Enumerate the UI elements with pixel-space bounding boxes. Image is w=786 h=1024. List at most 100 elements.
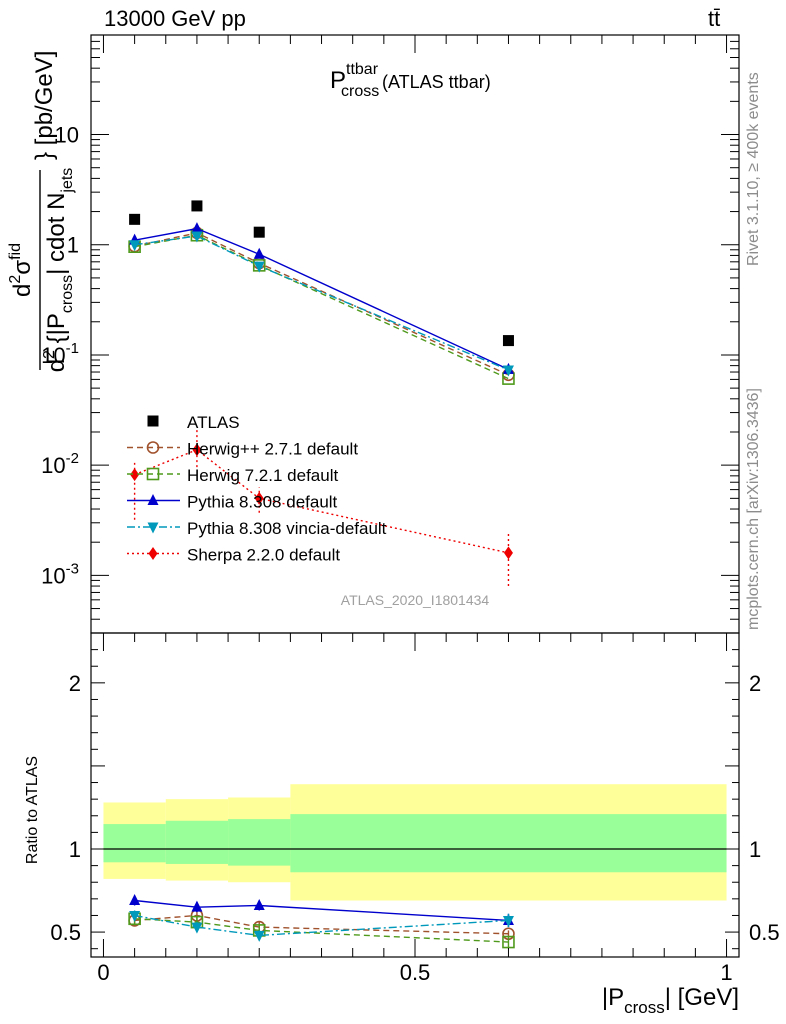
ratio-y-tick-label: 1	[69, 837, 81, 862]
y-label-denominator: d2 {|Pcross| cdot Njets	[41, 168, 76, 373]
y-label-part: d	[43, 359, 70, 372]
legend-label: Pythia 8.308 default	[187, 493, 338, 512]
ratio-data-point	[253, 898, 265, 910]
main-series-line	[134, 235, 509, 371]
ratio-y-tick-label: 0.5	[50, 920, 81, 945]
legend-marker	[146, 467, 160, 481]
legend-marker	[148, 547, 158, 560]
legend-marker	[147, 415, 159, 427]
ratio-y-tick-label: 2	[749, 671, 761, 696]
ratio-series-3	[129, 910, 514, 942]
main-series-line	[134, 234, 509, 380]
ratio-y-tick-label: 0.5	[749, 920, 780, 945]
ratio-y-axis: 0.5 0.5 1 1 2 2 Ratio to ATLAS	[24, 632, 780, 950]
main-series-1	[128, 226, 515, 382]
main-data-point	[191, 200, 203, 212]
main-data-point	[129, 213, 141, 225]
y-label-part: | cdot N	[43, 193, 70, 275]
tick-base: 1	[67, 233, 79, 258]
ratio-data-point	[502, 935, 515, 949]
ratio-data-point	[253, 930, 265, 942]
tick-base: 10	[41, 453, 65, 478]
energy-label: 13000 GeV pp	[104, 6, 246, 31]
main-series-2	[128, 228, 515, 385]
ratio-series-line	[134, 899, 509, 922]
uncertainty-band-inner	[103, 824, 166, 863]
legend-label: Herwig 7.2.1 default	[187, 466, 338, 485]
uncertainty-band-inner	[290, 814, 727, 873]
tick-base: 10	[41, 343, 65, 368]
ratio-series-line	[134, 914, 509, 935]
title-superscript: ttbar	[346, 61, 379, 78]
ratio-y-tick-label: 1	[749, 837, 761, 862]
chart-title: Pttbar	[330, 61, 379, 94]
y-label-part: } [pb/GeV]	[31, 51, 58, 160]
main-data-point	[191, 222, 203, 234]
process-label: tt̄	[708, 6, 721, 31]
y-label-part: d	[9, 284, 36, 297]
ratio-data-point	[129, 894, 141, 906]
y-label-unit: } [pb/GeV]	[31, 51, 58, 160]
main-series-line	[134, 232, 509, 376]
y-label-part: {|P	[43, 313, 70, 350]
tick-exponent: -2	[66, 450, 79, 467]
main-series-line	[134, 448, 509, 554]
main-y-tick-label: 1	[67, 233, 79, 258]
ratio-panel	[103, 784, 727, 949]
x-axis: 0 0.5 1|Pcross| [GeV]	[97, 35, 739, 1017]
main-y-tick-label: 10	[55, 123, 79, 148]
legend-marker	[147, 522, 159, 534]
title-rest: (ATLAS ttbar)	[382, 72, 491, 92]
main-series-4	[129, 231, 514, 377]
y-label-superscript: fid	[7, 243, 24, 260]
title-part: P	[330, 67, 346, 94]
main-data-point	[502, 335, 514, 347]
main-frame	[90, 34, 740, 634]
main-data-point	[129, 240, 141, 252]
x-label-part: | [GeV]	[665, 984, 739, 1011]
legend-label: Sherpa 2.2.0 default	[187, 546, 340, 565]
x-tick-label: 0.5	[400, 960, 431, 985]
legend-marker	[146, 441, 160, 454]
analysis-watermark: ATLAS_2020_I1801434	[341, 592, 490, 608]
main-data-point	[502, 365, 514, 377]
main-series-5	[130, 429, 513, 587]
x-label-part: |P	[602, 984, 624, 1011]
legend-marker	[147, 494, 159, 505]
main-series-0	[129, 200, 514, 347]
ratio-y-tick-label: 2	[69, 671, 81, 696]
x-tick-label: 0	[97, 960, 109, 985]
main-panel: ATLAS_2020_I1801434	[128, 200, 515, 608]
main-data-point	[130, 468, 140, 482]
ratio-data-point	[129, 910, 141, 922]
ratio-series-1	[128, 912, 515, 949]
main-data-point	[192, 443, 202, 457]
main-series-line	[134, 227, 509, 370]
legend-label: Herwig++ 2.7.1 default	[187, 440, 358, 459]
main-y-tick-label: 10-1	[41, 340, 79, 368]
tick-base: 10	[41, 563, 65, 588]
y-label-superscript: 2	[7, 275, 24, 284]
ratio-data-point	[502, 915, 514, 927]
uncertainty-band-inner	[228, 819, 291, 866]
uncertainty-band-inner	[165, 820, 229, 864]
x-axis-label: |Pcross| [GeV]	[602, 984, 739, 1017]
tick-base: 10	[55, 123, 79, 148]
main-series-3	[129, 222, 514, 374]
y-label-numerator: d2σfid	[7, 243, 36, 297]
y-label-superscript: 2	[41, 350, 58, 359]
ratio-series-line	[134, 914, 509, 937]
ratio-series-line	[134, 918, 509, 943]
legend-label: Pythia 8.308 vincia-default	[187, 519, 387, 538]
ratio-data-point	[191, 922, 203, 934]
main-data-point	[254, 491, 264, 505]
main-data-point	[253, 247, 265, 259]
main-data-point	[191, 231, 203, 243]
main-data-point	[253, 226, 265, 238]
x-label-subscript: cross	[624, 998, 665, 1017]
x-tick-label: 1	[720, 960, 732, 985]
title-subscript: cross	[341, 83, 379, 100]
